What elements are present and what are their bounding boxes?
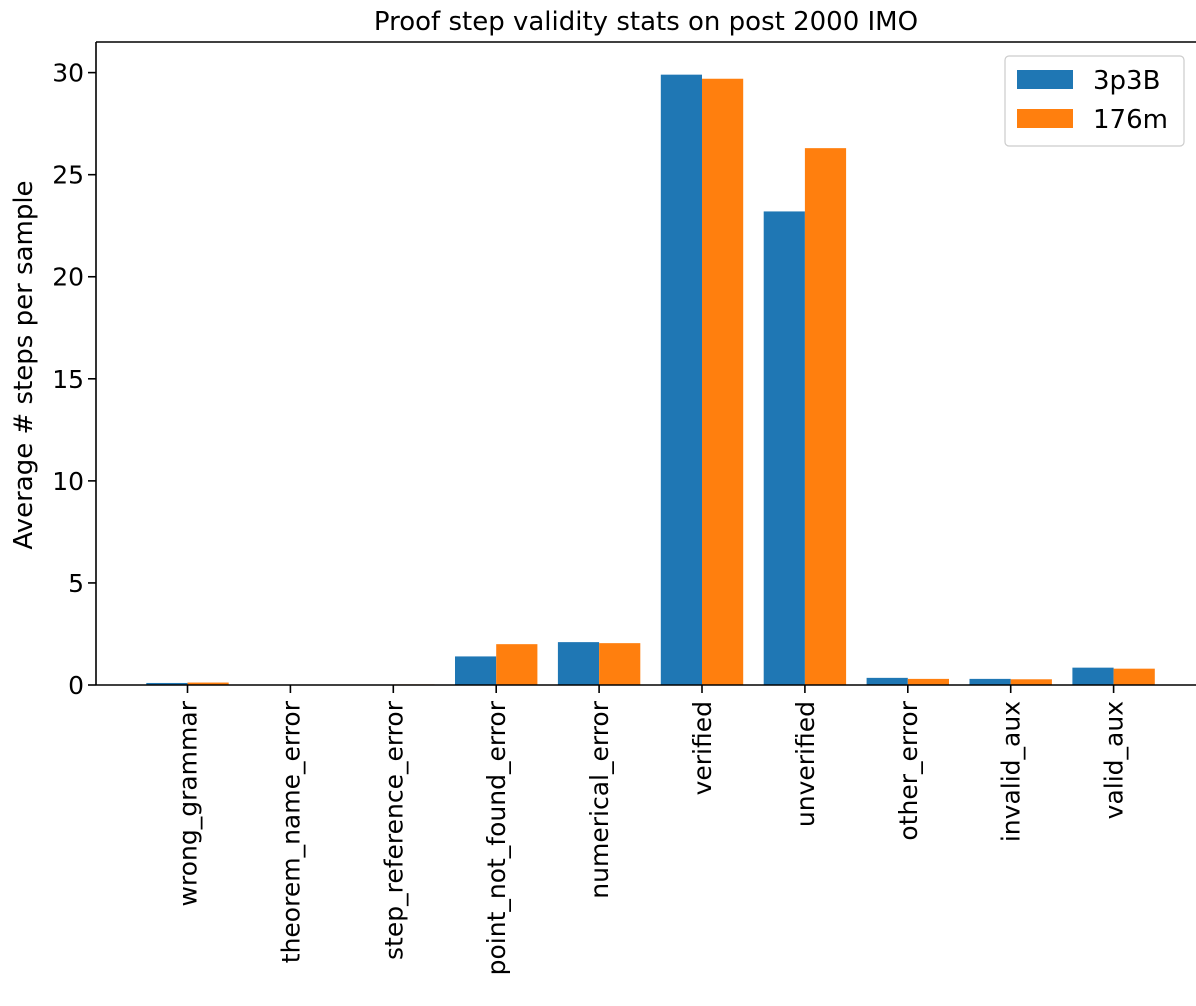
x-tick-label-step_reference_error: step_reference_error (379, 700, 408, 960)
x-tick-label-valid_aux: valid_aux (1100, 701, 1129, 819)
legend-swatch-3p3B (1017, 70, 1073, 89)
series-176m (187, 78, 1155, 686)
bar-176m-wrong_grammar (187, 682, 229, 685)
bar-3p3B-wrong_grammar (146, 682, 188, 685)
bar-3p3B-other_error (866, 677, 908, 685)
legend: 3p3B 176m (1004, 55, 1185, 147)
x-tick-label-invalid_aux: invalid_aux (997, 701, 1026, 842)
bar-176m-valid_aux (1113, 668, 1155, 685)
y-tick-label: 15 (52, 365, 84, 394)
y-tick-label: 30 (52, 59, 84, 88)
y-tick-label: 20 (52, 263, 84, 292)
bar-176m-unverified (804, 148, 847, 685)
x-tick-label-point_not_found_error: point_not_found_error (482, 700, 511, 975)
x-tick-label-theorem_name_error: theorem_name_error (276, 700, 305, 963)
bar-3p3B-invalid_aux (969, 678, 1011, 685)
y-tick-label: 0 (68, 671, 84, 700)
bar-3p3B-point_not_found_error (455, 656, 497, 685)
bar-176m-numerical_error (599, 643, 641, 685)
bar-176m-other_error (907, 678, 949, 685)
bar-176m-invalid_aux (1010, 679, 1052, 685)
x-tick-label-other_error: other_error (894, 700, 923, 840)
bar-3p3B-unverified (763, 211, 805, 685)
bar-3p3B-verified (660, 74, 702, 685)
bar-3p3B-numerical_error (557, 642, 600, 685)
legend-swatch-176m (1017, 109, 1073, 128)
bar-176m-verified (702, 78, 744, 686)
y-tick-label: 5 (68, 569, 84, 598)
x-tick-label-unverified: unverified (791, 701, 820, 827)
y-tick-label: 25 (52, 161, 84, 190)
chart-title: Proof step validity stats on post 2000 I… (374, 7, 918, 37)
x-tick-label-verified: verified (688, 701, 717, 795)
series-3p3B (146, 74, 1114, 685)
plot-area: 0 5 10 15 20 25 30 wrong_grammar theorem_name_er… (52, 41, 1196, 975)
bar-176m-point_not_found_error (496, 644, 538, 685)
bar-3p3B-valid_aux (1072, 667, 1114, 685)
legend-label-176m: 176m (1093, 105, 1168, 135)
y-axis-label: Average # steps per sample (9, 180, 39, 549)
y-tick-label: 10 (52, 467, 84, 496)
x-tick-label-numerical_error: numerical_error (585, 700, 614, 898)
x-tick-label-wrong_grammar: wrong_grammar (174, 700, 203, 906)
legend-label-3p3B: 3p3B (1093, 66, 1160, 96)
